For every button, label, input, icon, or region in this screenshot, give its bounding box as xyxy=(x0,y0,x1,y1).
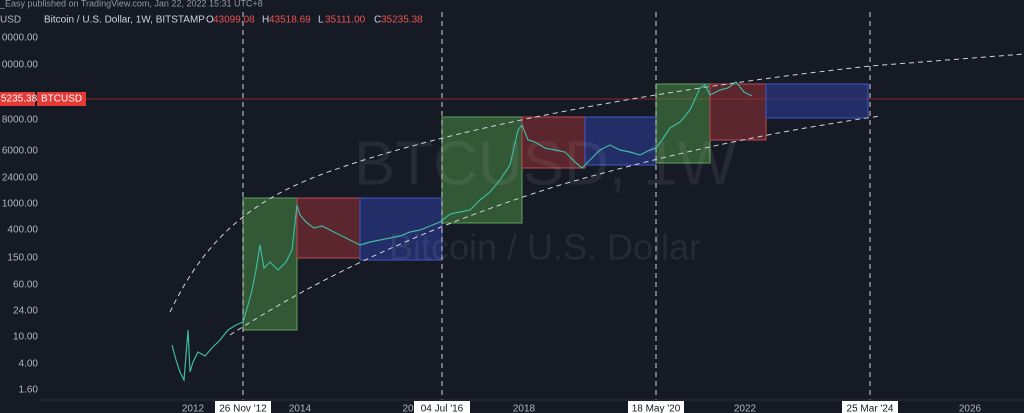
date-marker: 04 Jul '16 xyxy=(421,404,464,413)
date-marker-box xyxy=(628,401,684,413)
date-marker-box xyxy=(215,401,271,413)
time-label: 2026 xyxy=(959,404,982,413)
price-label: 10.00 xyxy=(13,332,38,343)
price-label: 150.00 xyxy=(7,253,38,264)
price-label: 1.60 xyxy=(19,385,39,396)
time-label: 2018 xyxy=(513,404,536,413)
price-label: 0000.00 xyxy=(2,60,39,71)
price-tag-value: 5235.38 xyxy=(1,94,38,105)
date-marker-box xyxy=(414,401,470,413)
ohlc-key: L xyxy=(318,15,324,26)
upper-channel xyxy=(169,53,1024,313)
price-tag xyxy=(0,92,35,106)
lower-channel xyxy=(229,115,881,336)
price-line xyxy=(171,81,753,383)
red-box xyxy=(521,116,586,169)
symbol-tag xyxy=(37,92,86,106)
ohlc-value: 35235.38 xyxy=(381,15,423,26)
price-label: 0000.00 xyxy=(2,33,39,44)
price-label: 8000.00 xyxy=(2,115,39,126)
blue-box xyxy=(584,116,657,166)
time-label: 2014 xyxy=(289,404,312,413)
ohlc-key: O xyxy=(206,15,214,26)
price-label: 60.00 xyxy=(13,280,38,291)
price-label: 1000.00 xyxy=(2,199,39,210)
symbol-tag-text: BTCUSD xyxy=(41,94,82,105)
green-box xyxy=(441,116,523,224)
date-marker: 18 May '20 xyxy=(632,404,681,413)
time-axis: 2012 2014 20 2018 2022 2026 26 Nov '12 04 Jul '… xyxy=(182,401,982,413)
price-label: 2400.00 xyxy=(2,173,39,184)
blue-box xyxy=(359,197,443,261)
blue-box xyxy=(765,83,869,119)
watermark-title: BTCUSD, 1W xyxy=(354,129,737,198)
price-label: 400.00 xyxy=(7,225,38,236)
ohlc-key: H xyxy=(262,15,269,26)
cycle-boxes xyxy=(242,83,869,331)
time-label: 2012 xyxy=(182,404,205,413)
halving-lines xyxy=(242,12,871,400)
time-label: 2022 xyxy=(734,404,757,413)
ohlc-value: 35111.00 xyxy=(325,15,366,26)
date-marker: 25 Mar '24 xyxy=(847,404,894,413)
watermark-subtitle: Bitcoin / U.S. Dollar xyxy=(389,227,701,268)
price-label: 4.00 xyxy=(19,359,39,370)
time-label: 20 xyxy=(402,404,414,413)
ohlc-value: 43099.08 xyxy=(213,15,255,26)
price-label: 24.00 xyxy=(13,306,38,317)
price-unit: USD xyxy=(0,15,21,26)
date-marker: 26 Nov '12 xyxy=(219,404,267,413)
green-box xyxy=(242,197,298,331)
publisher-text: _Easy published on TradingView.com, Jan … xyxy=(0,0,263,8)
ohlc-key: C xyxy=(374,15,381,26)
date-marker-box xyxy=(842,401,898,413)
price-axis: 0000.00 0000.00 8000.00 6000.00 2400.00 1000.… xyxy=(2,33,39,396)
red-box xyxy=(296,197,361,259)
ohlc-value: 43518.69 xyxy=(269,15,311,26)
price-label: 6000.00 xyxy=(2,146,39,157)
symbol-text: Bitcoin / U.S. Dollar, 1W, BITSTAMP xyxy=(44,15,205,26)
ohlc: O 43099.08 H 43518.69 L 35111.00 C 35235.38 xyxy=(206,15,423,26)
